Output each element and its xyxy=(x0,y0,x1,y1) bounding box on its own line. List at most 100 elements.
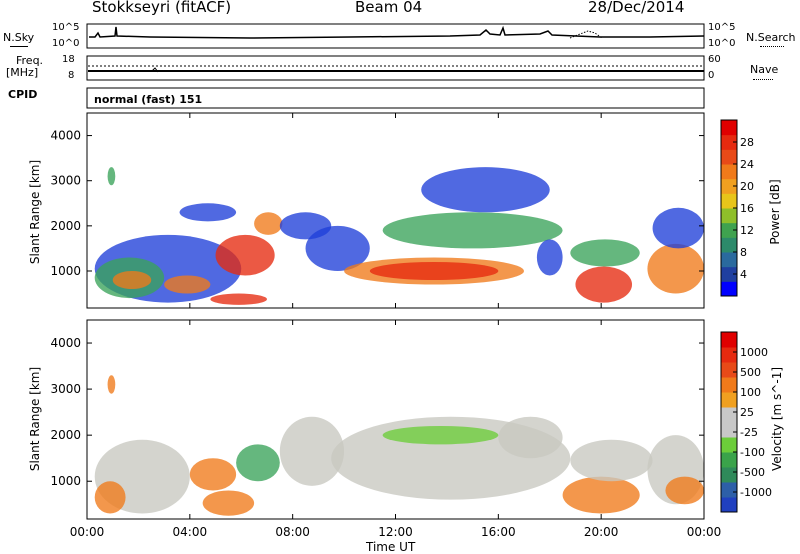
x-tick-label: 12:00 xyxy=(378,525,413,539)
y-tick-label: 2000 xyxy=(50,428,81,442)
x-tick-label: 08:00 xyxy=(275,525,310,539)
power-blobs-blob-9 xyxy=(305,225,370,271)
freq-label-2: [MHz] xyxy=(6,66,39,79)
noise-tick-right-bottom: 10^0 xyxy=(708,38,736,49)
y-tick-label: 4000 xyxy=(50,336,81,350)
power-cbar-tick-label: 28 xyxy=(740,136,754,149)
vel-cbar-tick-label: -25 xyxy=(740,426,758,439)
vel-blobs-blob-7 xyxy=(382,425,499,445)
vel-cbar-swatch xyxy=(721,452,737,468)
freq-panel-frame xyxy=(86,55,705,81)
power-blobs-blob-18 xyxy=(652,207,704,249)
x-tick-label: 04:00 xyxy=(173,525,208,539)
nsky-line xyxy=(10,46,28,47)
vel-cbar-tick-label: -1000 xyxy=(740,486,772,499)
power-cbar-swatch xyxy=(721,208,737,224)
power-cbar-tick-label: 8 xyxy=(740,246,747,259)
power-blobs-blob-13 xyxy=(421,167,550,213)
power-cbar-swatch xyxy=(721,178,737,194)
power-cbar-swatch xyxy=(721,164,737,180)
power-cbar-swatch xyxy=(721,149,737,165)
y-tick-label: 3000 xyxy=(50,174,81,188)
power-blobs-blob-15 xyxy=(575,266,633,303)
vel-cbar-swatch xyxy=(721,407,737,423)
vel-cbar-swatch xyxy=(721,422,737,438)
velocity-data-layer xyxy=(94,375,704,516)
power-blobs-blob-3 xyxy=(164,275,211,294)
nsearch-trace xyxy=(569,30,603,39)
x-axis-label: Time UT xyxy=(366,540,416,554)
x-tick-label: 00:00 xyxy=(70,525,105,539)
power-cbar-swatch xyxy=(721,134,737,150)
vel-cbar-swatch xyxy=(721,377,737,393)
freq-label-1: Freq. xyxy=(16,54,44,67)
power-colorbar-label: Power [dB] xyxy=(768,179,782,245)
vel-cbar-swatch xyxy=(721,482,737,498)
cpid-text: normal (fast) 151 xyxy=(94,93,203,106)
power-cbar-swatch xyxy=(721,237,737,253)
power-cbar-tick-label: 16 xyxy=(740,202,754,215)
power-blobs-blob-19 xyxy=(107,167,116,186)
vel-blobs-blob-2 xyxy=(189,458,237,491)
power-y-axis-label: Slant Range [km] xyxy=(28,159,42,265)
vel-blobs-blob-9 xyxy=(562,476,640,514)
power-cbar-swatch xyxy=(721,193,737,209)
vel-blobs-blob-10 xyxy=(570,439,653,482)
y-tick-label: 3000 xyxy=(50,382,81,396)
x-tick-label: 20:00 xyxy=(584,525,619,539)
vel-cbar-tick-label: 1000 xyxy=(740,346,768,359)
noise-tick-right-top: 10^5 xyxy=(708,22,736,33)
y-tick-label: 1000 xyxy=(50,474,81,488)
power-blobs-blob-12 xyxy=(382,212,563,249)
power-colorbar: 28 24 20 16 12 8 4 xyxy=(720,119,754,297)
noise-tick-left-bottom: 10^0 xyxy=(52,38,80,49)
vel-blobs-blob-12 xyxy=(665,476,704,505)
noise-tick-left-top: 10^5 xyxy=(52,22,80,33)
nsky-label: N.Sky xyxy=(3,31,35,44)
power-cbar-tick-label: 24 xyxy=(740,158,754,171)
nave-tick-bottom: 0 xyxy=(708,70,715,81)
power-cbar-tick-label: 20 xyxy=(740,180,754,193)
x-tick-label: 00:00 xyxy=(687,525,722,539)
vel-cbar-frame xyxy=(720,331,738,513)
power-cbar-swatch xyxy=(721,222,737,238)
x-tick-label: 16:00 xyxy=(481,525,516,539)
nsearch-line xyxy=(760,46,784,47)
freq-tick-top: 18 xyxy=(62,54,75,65)
power-blobs-blob-2 xyxy=(112,270,152,290)
power-cbar-tick-label: 4 xyxy=(740,268,747,281)
y-tick-label: 4000 xyxy=(50,129,81,143)
velocity-colorbar: 1000 500 100 25 -25 -100 -500 -1000 xyxy=(720,331,772,513)
nsearch-label: N.Search xyxy=(746,31,796,44)
velocity-colorbar-label: Velocity [m s^-1] xyxy=(770,366,784,472)
power-blobs-blob-5 xyxy=(210,293,267,305)
freq-tick-bottom: 8 xyxy=(68,70,75,81)
power-cbar-swatch xyxy=(721,252,737,268)
vel-cbar-tick-label: -100 xyxy=(740,446,765,459)
power-data-layer xyxy=(94,167,704,305)
vel-cbar-tick-label: 25 xyxy=(740,406,754,419)
power-blobs-blob-14 xyxy=(536,239,563,276)
vel-cbar-swatch xyxy=(721,347,737,363)
vel-cbar-swatch xyxy=(721,437,737,453)
vel-blobs-blob-8 xyxy=(498,416,563,459)
vel-cbar-swatch xyxy=(721,362,737,378)
power-blobs-blob-4 xyxy=(215,234,275,276)
power-cbar-swatch xyxy=(721,120,737,136)
power-blobs-blob-6 xyxy=(254,212,283,235)
vel-cbar-tick-label: 100 xyxy=(740,386,761,399)
vel-blobs-blob-13 xyxy=(107,375,116,394)
y-tick-label: 2000 xyxy=(50,219,81,233)
vel-cbar-swatch xyxy=(721,497,737,513)
vel-cbar-swatch xyxy=(721,392,737,408)
vel-cbar-swatch xyxy=(721,467,737,483)
y-tick-label: 1000 xyxy=(50,264,81,278)
vel-blobs-blob-1 xyxy=(94,481,126,514)
nave-label: Nave xyxy=(750,63,779,76)
cpid-label: CPID xyxy=(8,88,38,101)
power-cbar-swatch xyxy=(721,266,737,282)
vel-blobs-blob-5 xyxy=(279,416,345,486)
power-blobs-blob-16 xyxy=(570,239,640,267)
date-title: 28/Dec/2014 xyxy=(588,0,685,16)
